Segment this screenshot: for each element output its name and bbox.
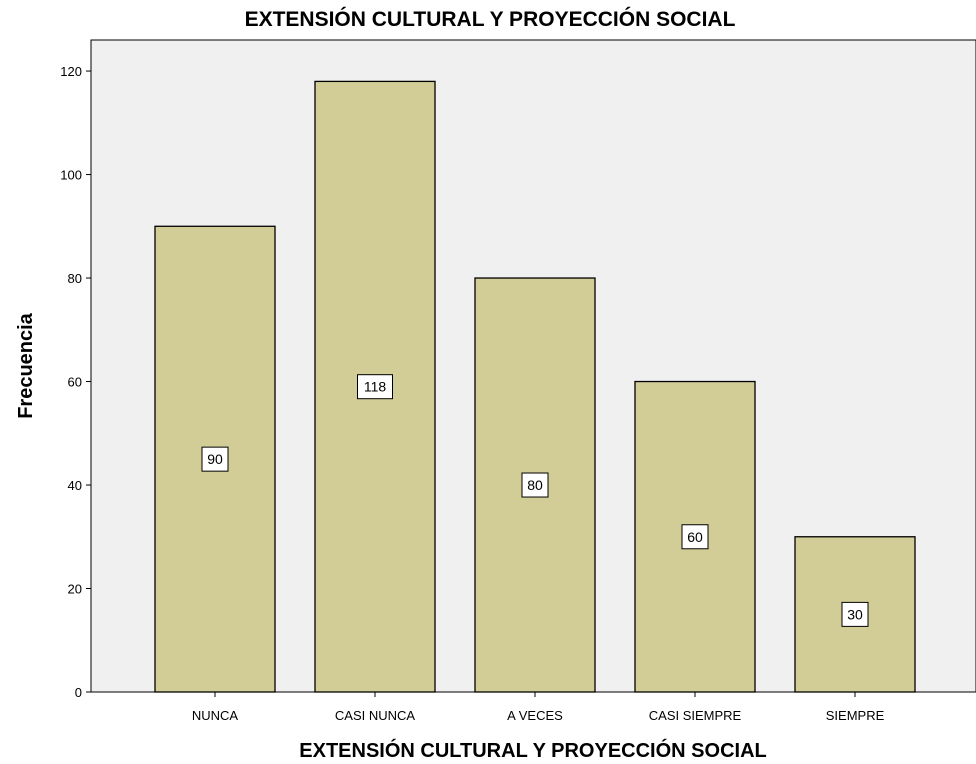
data-label-text: 60 — [687, 529, 703, 545]
chart-title: EXTENSIÓN CULTURAL Y PROYECCIÓN SOCIAL — [245, 7, 736, 31]
data-label-text: 118 — [364, 379, 387, 395]
x-axis-categories: NUNCA CASI NUNCA A VECES CASI SIEMPRE SIEMPR… — [192, 692, 885, 723]
data-label-text: 80 — [527, 477, 543, 493]
data-labels: 90 118 80 60 30 — [201, 374, 869, 627]
y-tick-label: 100 — [60, 168, 82, 183]
data-label-text: 90 — [207, 451, 223, 467]
x-category-label: A VECES — [507, 708, 563, 723]
x-category-label: NUNCA — [192, 708, 239, 723]
data-label: 80 — [521, 472, 549, 498]
data-label: 90 — [201, 446, 229, 472]
y-tick-label: 60 — [68, 375, 82, 390]
data-label-box — [357, 374, 393, 400]
data-label-box — [841, 601, 869, 627]
y-axis-title: Frecuencia — [15, 312, 37, 418]
data-label-box — [521, 472, 549, 498]
x-category-label: CASI SIEMPRE — [649, 708, 742, 723]
x-category-label: SIEMPRE — [826, 708, 885, 723]
y-tick-label: 20 — [68, 582, 82, 597]
data-label-text: 30 — [847, 606, 863, 622]
data-label: 30 — [841, 601, 869, 627]
y-tick-label: 0 — [75, 685, 82, 700]
data-label: 60 — [681, 524, 709, 550]
data-label-box — [681, 524, 709, 550]
y-tick-label: 120 — [60, 64, 82, 79]
x-axis-title: EXTENSIÓN CULTURAL Y PROYECCIÓN SOCIAL — [299, 738, 766, 762]
data-label-box — [201, 446, 229, 472]
y-tick-label: 40 — [68, 478, 82, 493]
y-tick-label: 80 — [68, 271, 82, 286]
x-category-label: CASI NUNCA — [335, 708, 416, 723]
data-label: 118 — [357, 374, 393, 400]
y-axis-ticks: 0 20 40 60 80 100 120 — [60, 64, 91, 700]
